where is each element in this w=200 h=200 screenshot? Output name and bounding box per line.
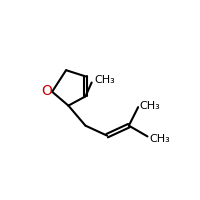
Text: CH₃: CH₃ (149, 134, 170, 144)
Text: O: O (41, 84, 52, 98)
Text: CH₃: CH₃ (94, 75, 115, 85)
Text: CH₃: CH₃ (140, 101, 160, 111)
